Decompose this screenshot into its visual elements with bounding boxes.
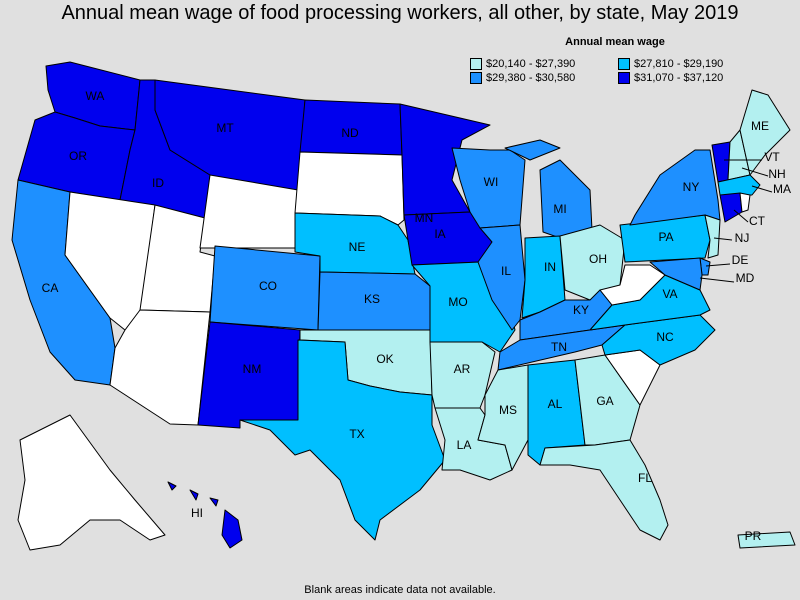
state-label-al: AL bbox=[548, 397, 563, 411]
state-label-ct: CT bbox=[749, 214, 766, 228]
state-fl bbox=[539, 439, 669, 541]
state-label-de: DE bbox=[732, 253, 749, 267]
legend-swatch-3 bbox=[470, 72, 482, 84]
state-wv bbox=[599, 264, 666, 306]
state-label-ga: GA bbox=[596, 394, 613, 408]
legend-swatch-2 bbox=[618, 58, 630, 70]
state-label-or: OR bbox=[69, 149, 87, 163]
state-label-in: IN bbox=[544, 260, 556, 274]
state-label-ny: NY bbox=[683, 180, 700, 194]
state-label-nj: NJ bbox=[735, 231, 750, 245]
state-label-nc: NC bbox=[656, 330, 674, 344]
leader-line-nj bbox=[713, 237, 733, 241]
state-label-tx: TX bbox=[349, 427, 364, 441]
state-label-nd: ND bbox=[341, 126, 359, 140]
state-label-mi: MI bbox=[553, 202, 566, 216]
state-ms bbox=[477, 364, 529, 471]
state-label-tn: TN bbox=[551, 340, 567, 354]
state-label-pa: PA bbox=[658, 230, 673, 244]
state-label-me: ME bbox=[751, 119, 769, 133]
leader-line-ma bbox=[751, 185, 773, 193]
state-label-mt: MT bbox=[216, 121, 234, 135]
state-label-nh: NH bbox=[768, 167, 785, 181]
legend-item-2: $27,810 - $29,190 bbox=[618, 58, 760, 70]
legend-item-3: $29,380 - $30,580 bbox=[470, 72, 618, 84]
state-label-fl: FL bbox=[638, 471, 652, 485]
state-hi bbox=[167, 481, 243, 549]
legend-swatch-1 bbox=[470, 58, 482, 70]
leader-line-md bbox=[699, 277, 735, 283]
state-label-vt: VT bbox=[764, 150, 780, 164]
state-label-ne: NE bbox=[349, 240, 366, 254]
state-label-ms: MS bbox=[499, 403, 517, 417]
leader-line-de bbox=[705, 263, 731, 267]
state-label-ca: CA bbox=[42, 281, 59, 295]
state-ct bbox=[719, 192, 743, 223]
legend-label-3: $29,380 - $30,580 bbox=[486, 72, 576, 84]
state-ma bbox=[717, 174, 761, 196]
leader-line-nh bbox=[741, 167, 769, 177]
state-az bbox=[109, 309, 211, 426]
legend-item-1: $20,140 - $27,390 bbox=[470, 58, 618, 70]
state-label-nm: NM bbox=[243, 362, 262, 376]
state-pr bbox=[737, 531, 796, 549]
state-label-id: ID bbox=[152, 176, 164, 190]
state-label-pr: PR bbox=[745, 529, 762, 543]
state-label-wa: WA bbox=[86, 89, 105, 103]
state-md bbox=[649, 257, 703, 291]
state-label-il: IL bbox=[501, 264, 511, 278]
legend-label-2: $27,810 - $29,190 bbox=[634, 58, 724, 70]
state-ak bbox=[17, 414, 166, 551]
state-label-oh: OH bbox=[589, 252, 607, 266]
state-label-ma: MA bbox=[773, 182, 791, 196]
state-label-hi: HI bbox=[191, 506, 203, 520]
state-ri bbox=[739, 192, 751, 213]
state-label-ks: KS bbox=[364, 292, 380, 306]
state-label-md: MD bbox=[736, 271, 755, 285]
leader-line-ct bbox=[733, 209, 749, 223]
state-label-ok: OK bbox=[376, 352, 393, 366]
state-label-ky: KY bbox=[573, 303, 589, 317]
state-label-co: CO bbox=[259, 279, 277, 293]
state-label-va: VA bbox=[662, 287, 677, 301]
state-il bbox=[477, 224, 526, 331]
footnote: Blank areas indicate data not available. bbox=[304, 584, 496, 596]
legend-swatch-4 bbox=[618, 72, 630, 84]
state-label-ia: IA bbox=[434, 227, 445, 241]
state-label-mn: MN bbox=[415, 211, 434, 225]
state-vt bbox=[711, 141, 731, 183]
legend-title: Annual mean wage bbox=[565, 36, 665, 48]
state-ny bbox=[629, 149, 721, 226]
legend-item-4: $31,070 - $37,120 bbox=[618, 72, 760, 84]
legend-label-4: $31,070 - $37,120 bbox=[634, 72, 724, 84]
map-title: Annual mean wage of food processing work… bbox=[61, 2, 739, 24]
legend-label-1: $20,140 - $27,390 bbox=[486, 58, 576, 70]
state-mn bbox=[399, 103, 491, 216]
state-label-wi: WI bbox=[484, 175, 499, 189]
state-ar bbox=[429, 341, 496, 409]
state-tx bbox=[239, 339, 446, 541]
state-label-la: LA bbox=[457, 438, 472, 452]
state-label-mo: MO bbox=[448, 295, 467, 309]
state-label-ar: AR bbox=[454, 362, 471, 376]
state-nj bbox=[704, 214, 721, 259]
legend: Annual mean wage $20,140 - $27,390 $27,8… bbox=[470, 36, 760, 84]
